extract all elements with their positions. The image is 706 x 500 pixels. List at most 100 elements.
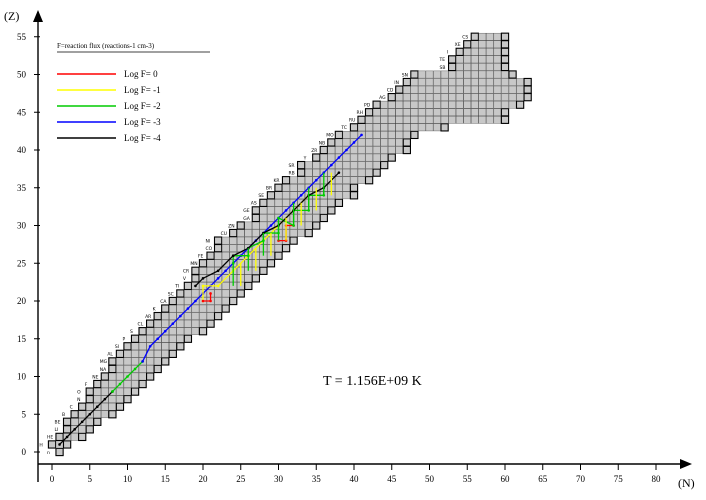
isotope-cell [138,342,147,351]
isotope-cell [342,153,351,162]
x-ticks: 0 5 10 15 20 25 30 35 40 45 50 55 60 65 70 75 80 [50,464,661,484]
isotope-cell [62,440,72,449]
isotope-cell [433,116,441,124]
isotope-cell [289,229,298,237]
element-label: C [70,405,73,411]
isotope-cell [486,32,494,41]
isotope-cell [229,228,238,238]
element-label: SC [168,291,174,297]
isotope-cell [55,432,64,442]
isotope-cell [486,48,494,56]
isotope-cell [433,78,441,86]
isotope-cell [365,161,373,169]
isotope-cell [357,123,366,132]
isotope-cell [508,78,517,86]
isotope-cell [78,402,87,411]
isotope-cell [478,32,487,41]
isotope-cell [251,206,260,215]
isotope-cell [85,387,94,396]
isotope-cell [335,138,343,147]
isotope-cell [463,78,472,86]
isotope-cell [161,319,170,328]
isotope-cell [206,312,215,320]
flux-node [156,337,159,341]
isotope-cell [455,63,464,71]
isotope-cell [342,191,351,200]
isotope-cell [153,350,162,358]
isotope-cell [229,236,237,245]
isotope-cell [191,312,200,320]
isotope-cell [206,251,215,260]
isotope-cell [440,100,449,109]
isotope-cell [191,289,200,298]
isotope-cell [410,85,419,94]
isotope-cell [214,304,222,313]
isotope-cell [320,161,328,169]
isotope-cell [85,402,94,411]
isotope-cell [403,123,411,132]
isotope-cell [372,161,381,169]
element-label: CS [462,35,468,41]
isotope-cell [433,85,441,94]
isotope-cell [191,266,200,275]
isotope-cell [236,229,245,237]
element-label: RB [289,170,295,176]
isotope-cell [387,100,396,109]
isotope-cell [463,55,472,64]
isotope-cell [425,85,434,94]
isotope-cell [100,372,109,381]
isotope-cell [410,123,419,132]
isotope-cell [70,410,79,419]
isotope-cell [123,357,132,366]
isotope-cell [486,108,494,117]
isotope-cell [319,213,328,223]
isotope-cell [206,304,215,313]
isotope-cell [244,281,253,291]
x-tick-label: 50 [425,474,435,484]
isotope-cell [206,259,215,268]
isotope-cell [440,70,449,79]
isotope-cell [312,153,321,162]
isotope-cell [395,138,404,147]
element-label: TI [174,284,179,290]
isotope-cell [221,251,230,260]
element-label: FE [198,254,204,260]
isotope-cell [425,116,434,124]
element-label: CR [183,269,189,275]
element-label: NE [92,374,98,380]
isotope-cell [108,357,117,366]
isotope-cell [470,32,479,41]
isotope-cell [85,394,94,404]
isotope-cell [108,410,117,419]
isotope-cell [304,221,313,230]
isotope-cell [274,251,283,260]
isotope-cell [463,40,472,49]
isotope-cell [433,70,441,79]
isotope-cell [183,334,193,343]
isotope-cell [184,289,192,298]
element-label: V [183,276,187,282]
isotope-cell [402,138,411,147]
isotope-cell [116,372,124,381]
element-label: NB [319,140,325,146]
element-label: NA [100,367,107,373]
isotope-cell [500,32,510,41]
isotope-cell [463,116,472,124]
isotope-cell [410,116,419,124]
isotope-cell [433,100,441,109]
element-label: F [85,382,88,388]
isotope-cell [500,40,510,49]
element-label: AR [145,314,151,320]
isotope-cell [365,116,373,124]
isotope-cell [493,70,502,79]
isotope-cell [131,350,139,358]
legend-title: F=reaction flux (reactions-1 cm-3) [57,42,155,50]
isotope-cell [410,70,419,79]
isotope-cell [357,115,366,124]
isotope-cell [478,108,487,117]
isotope-cell [138,379,147,389]
isotope-cell [47,440,57,449]
isotope-cell [169,342,177,351]
isotope-cell [281,244,291,253]
